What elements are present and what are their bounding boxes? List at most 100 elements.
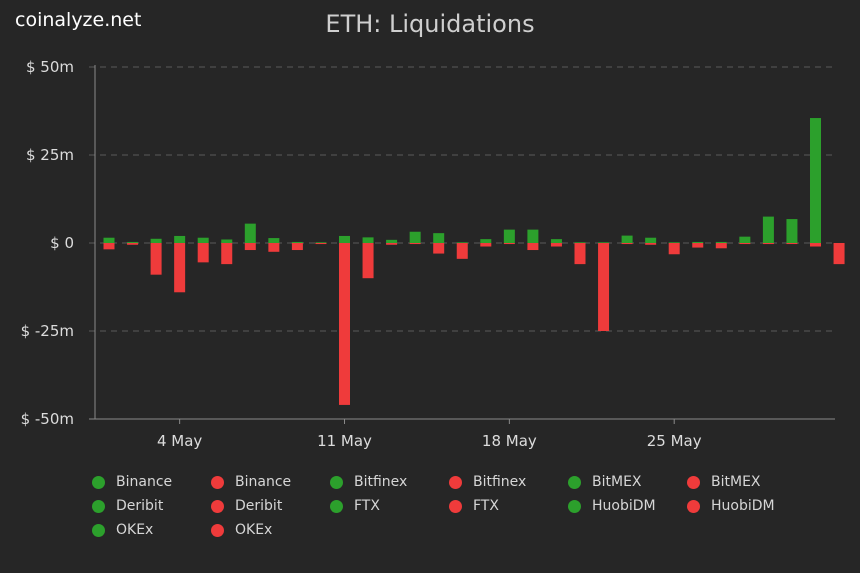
bar-long xyxy=(386,239,398,243)
bar-long xyxy=(291,241,303,243)
bar-long xyxy=(315,242,327,244)
bar-short xyxy=(127,243,139,245)
legend-label: Bitfinex xyxy=(473,474,527,490)
bar-long xyxy=(621,235,633,243)
bar-short xyxy=(786,243,798,245)
legend-item[interactable]: HuobiDM xyxy=(568,498,656,514)
bar-short xyxy=(103,243,115,250)
legend-item[interactable]: Deribit xyxy=(92,498,163,514)
bar-long xyxy=(362,237,374,243)
y-tick-label: $ 25m xyxy=(26,146,74,164)
bar-short xyxy=(739,243,751,245)
bar-short xyxy=(150,243,162,275)
bar-long xyxy=(810,118,821,243)
bar-short xyxy=(715,243,727,249)
bar-long xyxy=(715,241,727,243)
bar-long xyxy=(503,229,515,243)
bar-short xyxy=(244,243,256,251)
legend-item[interactable]: FTX xyxy=(330,498,380,514)
bar-short xyxy=(668,243,680,255)
bar-long xyxy=(174,235,186,243)
legend-item[interactable]: Bitfinex xyxy=(330,474,407,490)
bar-long xyxy=(550,239,562,243)
bar-short xyxy=(339,243,350,405)
x-tick-label: 18 May xyxy=(482,432,537,450)
bar-short xyxy=(433,243,445,254)
bar-short xyxy=(574,243,586,265)
legend-item[interactable]: Deribit xyxy=(211,498,282,514)
bar-long xyxy=(762,216,774,243)
bar-short xyxy=(174,243,186,293)
legend-dot-icon xyxy=(211,523,224,537)
bar-long xyxy=(150,238,162,243)
legend-label: OKEx xyxy=(235,522,273,538)
bar-short xyxy=(762,243,774,245)
legend-dot-icon xyxy=(687,475,700,489)
chart-title: ETH: Liquidations xyxy=(325,10,535,38)
bar-short xyxy=(362,243,374,279)
legend-dot-icon xyxy=(330,475,343,489)
legend-label: BitMEX xyxy=(711,474,761,490)
legend-item[interactable]: Binance xyxy=(211,474,291,490)
bar-long xyxy=(598,242,610,244)
legend-label: BitMEX xyxy=(592,474,642,490)
legend-item[interactable]: OKEx xyxy=(92,522,153,538)
x-tick-label: 4 May xyxy=(157,432,202,450)
legend-dot-icon xyxy=(92,499,105,513)
bar-short xyxy=(315,243,327,245)
tick-labels: $ 50m $ 25m $ 0 $ -25m $ -50m 4 May 11 May 18 M… xyxy=(21,58,702,450)
bar-short xyxy=(621,243,633,245)
legend-item[interactable]: BitMEX xyxy=(687,474,761,490)
bar-short xyxy=(833,243,845,265)
bar-short xyxy=(503,243,515,245)
legend-dot-icon xyxy=(568,475,581,489)
bar-long xyxy=(739,236,751,243)
bar-short xyxy=(291,243,303,251)
bar-short xyxy=(692,243,704,248)
legend-dot-icon xyxy=(211,475,224,489)
legend-item[interactable]: FTX xyxy=(449,498,499,514)
legend-item[interactable]: HuobiDM xyxy=(687,498,775,514)
bar-long xyxy=(456,242,468,244)
x-tick-label: 11 May xyxy=(317,432,372,450)
bar-short xyxy=(598,243,610,331)
bar-long xyxy=(127,241,139,243)
bar-long xyxy=(480,239,492,243)
legend-dot-icon xyxy=(687,499,700,513)
legend-label: HuobiDM xyxy=(711,498,775,514)
bar-short xyxy=(197,243,209,263)
legend-dot-icon xyxy=(330,499,343,513)
legend-label: Deribit xyxy=(116,498,164,514)
legend-item[interactable]: Binance xyxy=(92,474,172,490)
legend-label: FTX xyxy=(354,498,380,514)
brand-logo[interactable]: coinalyze.net xyxy=(15,9,142,31)
bars xyxy=(103,118,845,405)
legend-item[interactable]: Bitfinex xyxy=(449,474,526,490)
bar-short xyxy=(480,243,492,247)
legend-label: Bitfinex xyxy=(354,474,408,490)
bar-long xyxy=(268,238,280,243)
legend-label: Deribit xyxy=(235,498,283,514)
bar-long xyxy=(197,237,209,243)
bar-long xyxy=(433,233,445,243)
legend-label: Binance xyxy=(116,474,173,490)
bar-long xyxy=(339,235,350,243)
legend-dot-icon xyxy=(449,499,462,513)
legend-label: FTX xyxy=(473,498,499,514)
bar-short xyxy=(409,243,421,245)
bar-short xyxy=(386,243,398,245)
legend-item[interactable]: BitMEX xyxy=(568,474,642,490)
legend-dot-icon xyxy=(92,523,105,537)
legend-item[interactable]: OKEx xyxy=(211,522,272,538)
bar-long xyxy=(645,237,657,243)
legend-label: Binance xyxy=(235,474,292,490)
bar-long xyxy=(103,237,115,243)
bar-long xyxy=(786,219,798,243)
y-tick-label: $ -50m xyxy=(21,410,74,428)
legend-label: HuobiDM xyxy=(592,498,656,514)
legend-label: OKEx xyxy=(116,522,154,538)
bar-long xyxy=(668,242,680,244)
y-tick-label: $ -25m xyxy=(21,322,74,340)
